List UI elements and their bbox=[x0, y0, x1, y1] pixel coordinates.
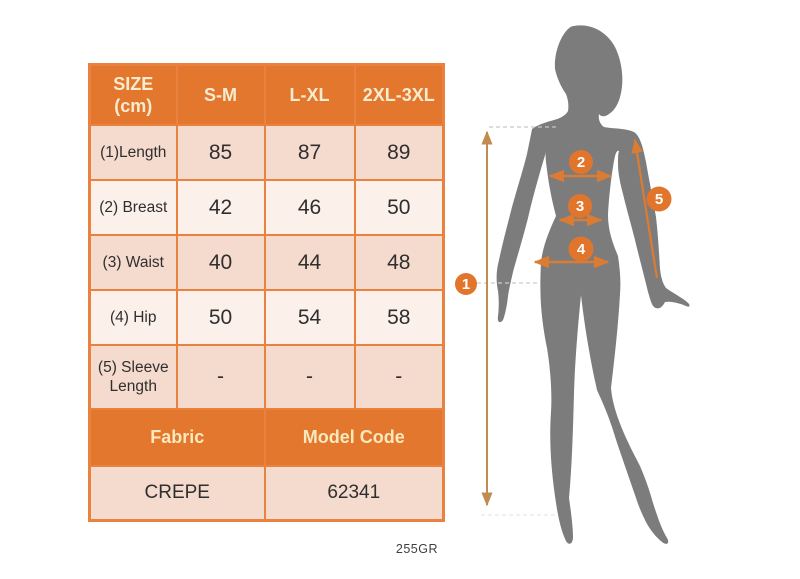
measure-badge-5: 5 bbox=[646, 186, 672, 212]
fabric-header-row: Fabric Model Code bbox=[88, 408, 445, 467]
model-code-header: Model Code bbox=[263, 408, 445, 467]
svg-text:5: 5 bbox=[655, 191, 663, 208]
measure-badge-4: 4 bbox=[568, 236, 594, 262]
measure-badge-1: 1 bbox=[455, 273, 477, 295]
size-chart-table: SIZE (cm) S-M L-XL 2XL-3XL (1)Length 85 … bbox=[88, 63, 445, 522]
weight-note: 255GR bbox=[395, 542, 438, 556]
measure-badge-2: 2 bbox=[569, 150, 593, 174]
size-value-cell: 50 bbox=[353, 179, 445, 236]
size-value-cell: - bbox=[263, 344, 356, 410]
size-value-cell: 87 bbox=[263, 124, 356, 181]
table-header-row: SIZE (cm) S-M L-XL 2XL-3XL bbox=[88, 63, 445, 126]
table-row-length: (1)Length 85 87 89 bbox=[88, 124, 445, 181]
measure-badge-3: 3 bbox=[568, 194, 592, 218]
row-label-hip: (4) Hip bbox=[88, 289, 178, 346]
size-value-cell: 46 bbox=[263, 179, 356, 236]
table-row-waist: (3) Waist 40 44 48 bbox=[88, 234, 445, 291]
svg-text:1: 1 bbox=[462, 276, 470, 293]
size-value-cell: 50 bbox=[175, 289, 266, 346]
size-value-cell: 54 bbox=[263, 289, 356, 346]
size-value-cell: 40 bbox=[175, 234, 266, 291]
table-row-hip: (4) Hip 50 54 58 bbox=[88, 289, 445, 346]
column-header-2xl-3xl: 2XL-3XL bbox=[353, 63, 445, 126]
row-label-sleeve-length: (5) Sleeve Length bbox=[88, 344, 178, 410]
sleeve-arrow bbox=[631, 138, 659, 279]
row-label-waist: (3) Waist bbox=[88, 234, 178, 291]
size-value-cell: 58 bbox=[353, 289, 445, 346]
table-row-breast: (2) Breast 42 46 50 bbox=[88, 179, 445, 236]
fabric-value: CREPE bbox=[88, 465, 266, 521]
column-header-s-m: S-M bbox=[175, 63, 266, 126]
column-header-size-cm: SIZE (cm) bbox=[88, 63, 178, 126]
model-code-value: 62341 bbox=[263, 465, 445, 521]
svg-text:4: 4 bbox=[577, 241, 586, 258]
size-value-cell: 85 bbox=[175, 124, 266, 181]
svg-text:3: 3 bbox=[576, 198, 584, 215]
size-value-cell: - bbox=[353, 344, 445, 410]
size-value-cell: - bbox=[175, 344, 266, 410]
size-value-cell: 89 bbox=[353, 124, 445, 181]
size-value-cell: 42 bbox=[175, 179, 266, 236]
column-header-l-xl: L-XL bbox=[263, 63, 356, 126]
table-row-sleeve-length: (5) Sleeve Length - - - bbox=[88, 344, 445, 410]
size-value-cell: 48 bbox=[353, 234, 445, 291]
svg-text:2: 2 bbox=[577, 154, 585, 171]
row-label-breast: (2) Breast bbox=[88, 179, 178, 236]
row-label-length: (1)Length bbox=[88, 124, 178, 181]
size-value-cell: 44 bbox=[263, 234, 356, 291]
fabric-value-row: CREPE 62341 bbox=[88, 465, 445, 521]
fabric-header: Fabric bbox=[88, 408, 266, 467]
body-silhouette bbox=[496, 25, 690, 544]
